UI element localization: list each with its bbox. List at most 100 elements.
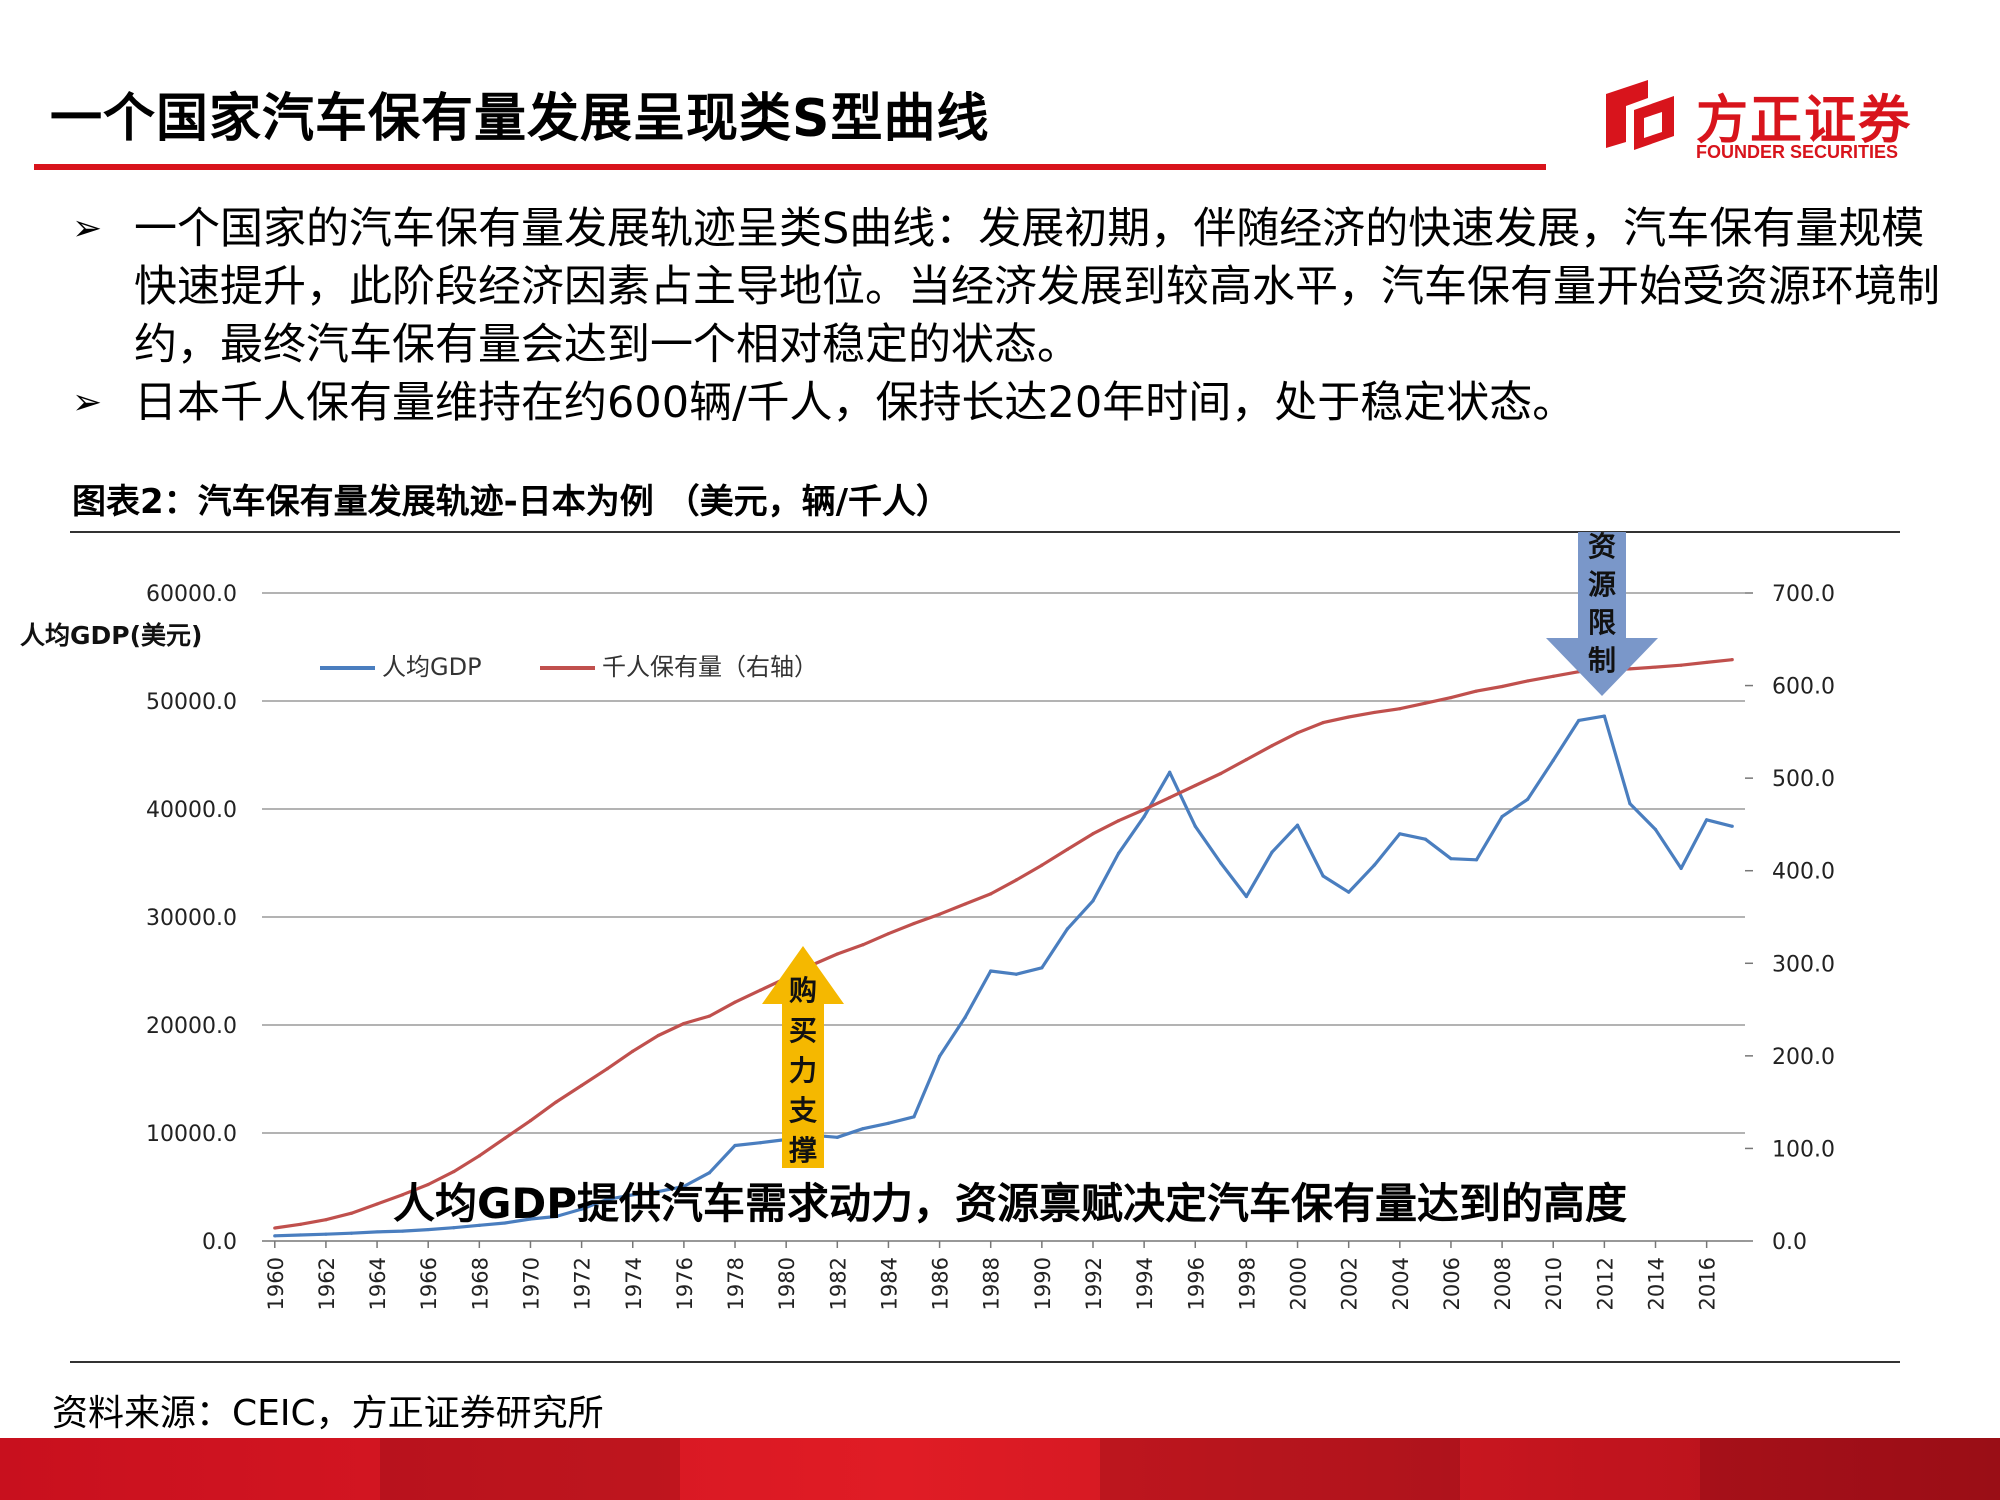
gdp-data-point bbox=[1014, 972, 1018, 976]
cars-data-point bbox=[1270, 744, 1274, 748]
x-tick-label: 1974 bbox=[622, 1257, 646, 1310]
cars-data-point bbox=[554, 1100, 558, 1104]
gdp-data-point bbox=[1372, 863, 1376, 867]
gdp-data-point bbox=[1219, 861, 1223, 865]
cars-data-point bbox=[1526, 679, 1530, 683]
x-tick-label: 1964 bbox=[366, 1257, 390, 1310]
gdp-data-point bbox=[1449, 857, 1453, 861]
cars-data-point bbox=[1705, 660, 1709, 665]
gdp-data-point bbox=[298, 1233, 302, 1237]
x-tick-label: 2014 bbox=[1645, 1257, 1669, 1310]
bullet-text: 日本千人保有量维持在约600辆/千人，保持长达20年时间，处于稳定状态。 bbox=[134, 378, 1576, 428]
gdp-data-point bbox=[1500, 814, 1504, 819]
cars-data-point bbox=[375, 1202, 379, 1206]
cars-data-point bbox=[1679, 663, 1683, 667]
chart-gridlines bbox=[262, 592, 1745, 1242]
cars-data-point bbox=[886, 932, 891, 936]
right-tick-label: 600.0 bbox=[1772, 675, 1835, 700]
gdp-data-point bbox=[426, 1227, 430, 1232]
gdp-data-point bbox=[1168, 770, 1172, 774]
purchasing-power-arrow: 购买力支撑 bbox=[762, 946, 844, 1168]
cars-data-point bbox=[1347, 715, 1351, 719]
x-tick-label: 1986 bbox=[929, 1257, 953, 1310]
x-tick-label: 2008 bbox=[1491, 1257, 1515, 1310]
gdp-data-point bbox=[1423, 837, 1427, 841]
cars-data-point bbox=[656, 1033, 660, 1038]
logo-chinese-name: 方正证券 bbox=[1696, 91, 1913, 151]
cars-data-point bbox=[477, 1154, 481, 1158]
x-tick-label: 1960 bbox=[264, 1257, 288, 1310]
left-tick-label: 30000.0 bbox=[146, 906, 237, 931]
cars-data-point bbox=[1423, 701, 1427, 705]
figure-bottom-rule bbox=[70, 1361, 1900, 1363]
x-tick-label: 1988 bbox=[980, 1257, 1004, 1310]
gdp-data-point bbox=[1040, 966, 1044, 970]
down-arrow-icon bbox=[1546, 532, 1658, 696]
x-tick-label: 2016 bbox=[1696, 1257, 1720, 1310]
gdp-data-point bbox=[937, 1054, 942, 1058]
cars-data-point bbox=[937, 912, 942, 916]
x-tick-label: 1984 bbox=[877, 1257, 901, 1310]
series-lines bbox=[273, 658, 1734, 1238]
gdp-data-point bbox=[1193, 824, 1197, 828]
x-tick-label: 1996 bbox=[1184, 1257, 1208, 1310]
cars-data-point bbox=[1219, 771, 1223, 776]
gdp-data-point bbox=[861, 1127, 865, 1131]
gdp-data-point bbox=[605, 1197, 609, 1202]
page-title: 一个国家汽车保有量发展呈现类S型曲线 bbox=[50, 89, 990, 149]
x-tick-label: 1962 bbox=[315, 1257, 339, 1310]
cars-data-point bbox=[1653, 665, 1658, 669]
right-tick-label: 0.0 bbox=[1772, 1230, 1807, 1255]
gdp-data-point bbox=[1679, 866, 1683, 871]
chart-legend: 人均GDP 千人保有量（右轴） bbox=[320, 653, 818, 681]
up-arrow-icon bbox=[762, 946, 844, 1168]
left-axis-ticks: 60000.0 50000.0 40000.0 30000.0 20000.0 10000… bbox=[146, 582, 237, 1255]
gdp-data-point bbox=[503, 1221, 507, 1225]
right-tick-label: 500.0 bbox=[1772, 767, 1835, 792]
gdp-data-point bbox=[1065, 927, 1070, 931]
left-tick-label: 40000.0 bbox=[146, 798, 237, 823]
x-tick-label: 1982 bbox=[826, 1257, 850, 1310]
cars-data-point bbox=[1014, 878, 1018, 882]
cars-data-point bbox=[1321, 721, 1325, 725]
x-tick-label: 1966 bbox=[417, 1257, 441, 1310]
cars-data-point bbox=[733, 1000, 737, 1004]
cars-data-point bbox=[682, 1021, 686, 1026]
gdp-data-point bbox=[273, 1234, 277, 1238]
up-arrow-label: 购买力支撑 bbox=[789, 974, 817, 1167]
cars-data-point bbox=[631, 1049, 635, 1053]
chart-conclusion-text: 人均GDP提供汽车需求动力，资源禀赋决定汽车保有量达到的高度 bbox=[393, 1179, 1627, 1228]
right-tick-label: 100.0 bbox=[1772, 1137, 1835, 1162]
left-tick-label: 60000.0 bbox=[146, 582, 237, 607]
gdp-data-point bbox=[835, 1135, 839, 1139]
x-tick-label: 2002 bbox=[1338, 1257, 1362, 1310]
cars-data-point bbox=[1372, 710, 1376, 715]
cars-data-point bbox=[1295, 731, 1300, 735]
gdp-data-point bbox=[1602, 714, 1606, 718]
cars-data-point bbox=[1398, 707, 1402, 711]
cars-data-point bbox=[452, 1169, 456, 1174]
x-tick-label: 1990 bbox=[1031, 1257, 1055, 1310]
x-tick-label: 2012 bbox=[1593, 1257, 1617, 1310]
gdp-data-point bbox=[1705, 818, 1709, 822]
gdp-data-point bbox=[912, 1115, 916, 1119]
gdp-data-point bbox=[1321, 874, 1325, 878]
x-tick-label: 1972 bbox=[571, 1257, 595, 1310]
logo-english-name: FOUNDER SECURITIES bbox=[1696, 142, 1899, 162]
left-tick-label: 20000.0 bbox=[146, 1014, 237, 1039]
cars-data-point bbox=[298, 1222, 302, 1226]
cars-data-point bbox=[758, 988, 763, 992]
gdp-data-point bbox=[707, 1171, 712, 1175]
gdp-data-point bbox=[1730, 824, 1734, 828]
cars-data-point bbox=[426, 1182, 430, 1187]
gdp-data-point bbox=[349, 1231, 354, 1235]
gdp-data-point bbox=[1653, 827, 1658, 832]
logo-mark-icon bbox=[1606, 80, 1674, 150]
x-tick-label: 1998 bbox=[1235, 1257, 1259, 1310]
gdp-data-point bbox=[1116, 851, 1121, 855]
cars-data-point bbox=[1628, 667, 1632, 671]
cars-data-point bbox=[605, 1067, 609, 1071]
gdp-data-point bbox=[1091, 899, 1095, 903]
gdp-data-point bbox=[1244, 894, 1249, 899]
cars-data-point bbox=[1551, 674, 1555, 678]
